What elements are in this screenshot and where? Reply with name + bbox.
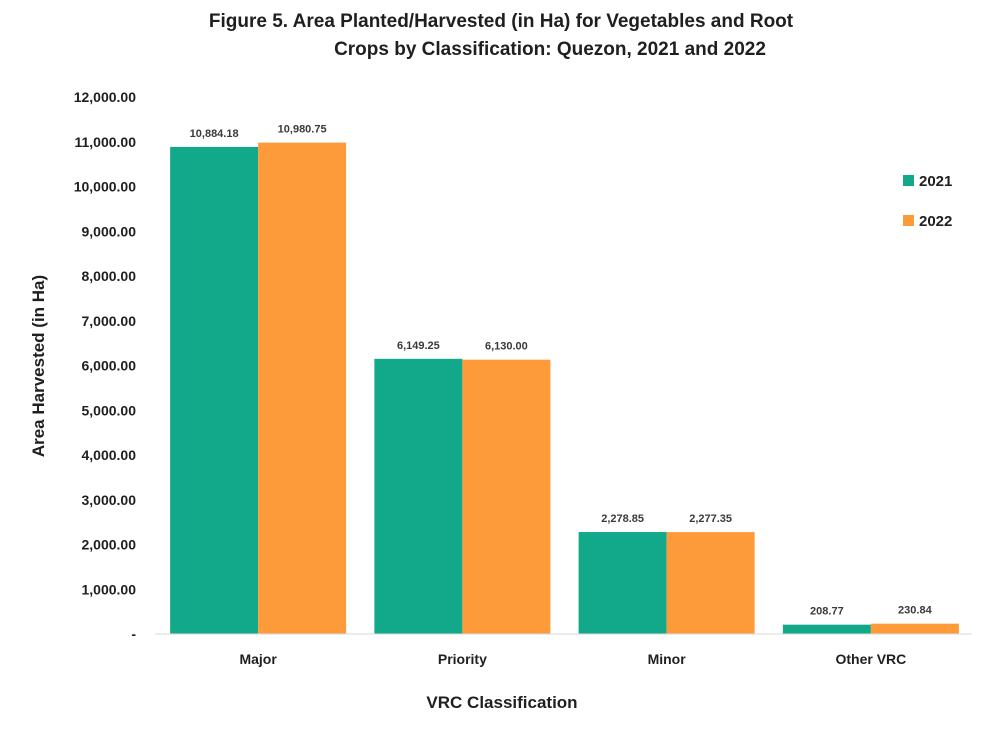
y-tick-label: 6,000.00 xyxy=(82,358,137,374)
y-tick-label: 1,000.00 xyxy=(82,581,137,597)
y-tick-label: 5,000.00 xyxy=(82,402,137,418)
bar-2021-minor xyxy=(578,532,667,634)
y-tick-label: 9,000.00 xyxy=(82,223,137,239)
data-label: 10,884.18 xyxy=(190,128,239,140)
bar-2022-other-vrc xyxy=(870,623,959,634)
data-label: 6,130.00 xyxy=(485,341,528,353)
legend-swatch-2022 xyxy=(903,215,914,226)
y-tick-label: 10,000.00 xyxy=(74,179,136,195)
legend-label-2021: 2021 xyxy=(919,173,952,190)
y-tick-label: 11,000.00 xyxy=(74,134,136,150)
x-tick-label: Major xyxy=(239,651,277,667)
bar-2022-major xyxy=(258,142,347,634)
y-tick-label: 3,000.00 xyxy=(82,492,137,508)
x-tick-label: Other VRC xyxy=(835,651,906,667)
chart-title-line1: Figure 5. Area Planted/Harvested (in Ha)… xyxy=(208,11,794,32)
x-axis-title: VRC Classification xyxy=(426,693,577,712)
bar-2022-minor xyxy=(666,532,755,634)
y-tick-label: 4,000.00 xyxy=(82,447,137,463)
legend-label-2022: 2022 xyxy=(919,213,952,230)
legend-swatch-2021 xyxy=(903,175,914,186)
bar-2021-other-vrc xyxy=(782,624,871,634)
data-label: 208.77 xyxy=(810,606,844,618)
data-label: 2,278.85 xyxy=(601,513,644,525)
x-tick-label: Priority xyxy=(438,651,487,667)
y-tick-label: 12,000.00 xyxy=(74,89,136,105)
bar-2021-priority xyxy=(374,358,463,634)
chart-title: Figure 5. Area Planted/Harvested (in Ha)… xyxy=(0,8,1002,64)
y-tick-label: - xyxy=(131,626,136,642)
data-label: 6,149.25 xyxy=(397,340,440,352)
x-tick-label: Minor xyxy=(648,651,687,667)
y-tick-label: 2,000.00 xyxy=(82,537,137,553)
bar-2022-priority xyxy=(462,359,551,634)
y-tick-label: 7,000.00 xyxy=(82,313,137,329)
chart-title-line2: Crops by Classification: Quezon, 2021 an… xyxy=(334,39,766,60)
y-tick-label: 8,000.00 xyxy=(82,268,137,284)
bar-2021-major xyxy=(170,146,259,635)
y-axis-title: Area Harvested (in Ha) xyxy=(29,275,48,457)
data-label: 2,277.35 xyxy=(689,513,732,525)
data-label: 10,980.75 xyxy=(278,124,327,136)
data-label: 230.84 xyxy=(898,605,933,617)
